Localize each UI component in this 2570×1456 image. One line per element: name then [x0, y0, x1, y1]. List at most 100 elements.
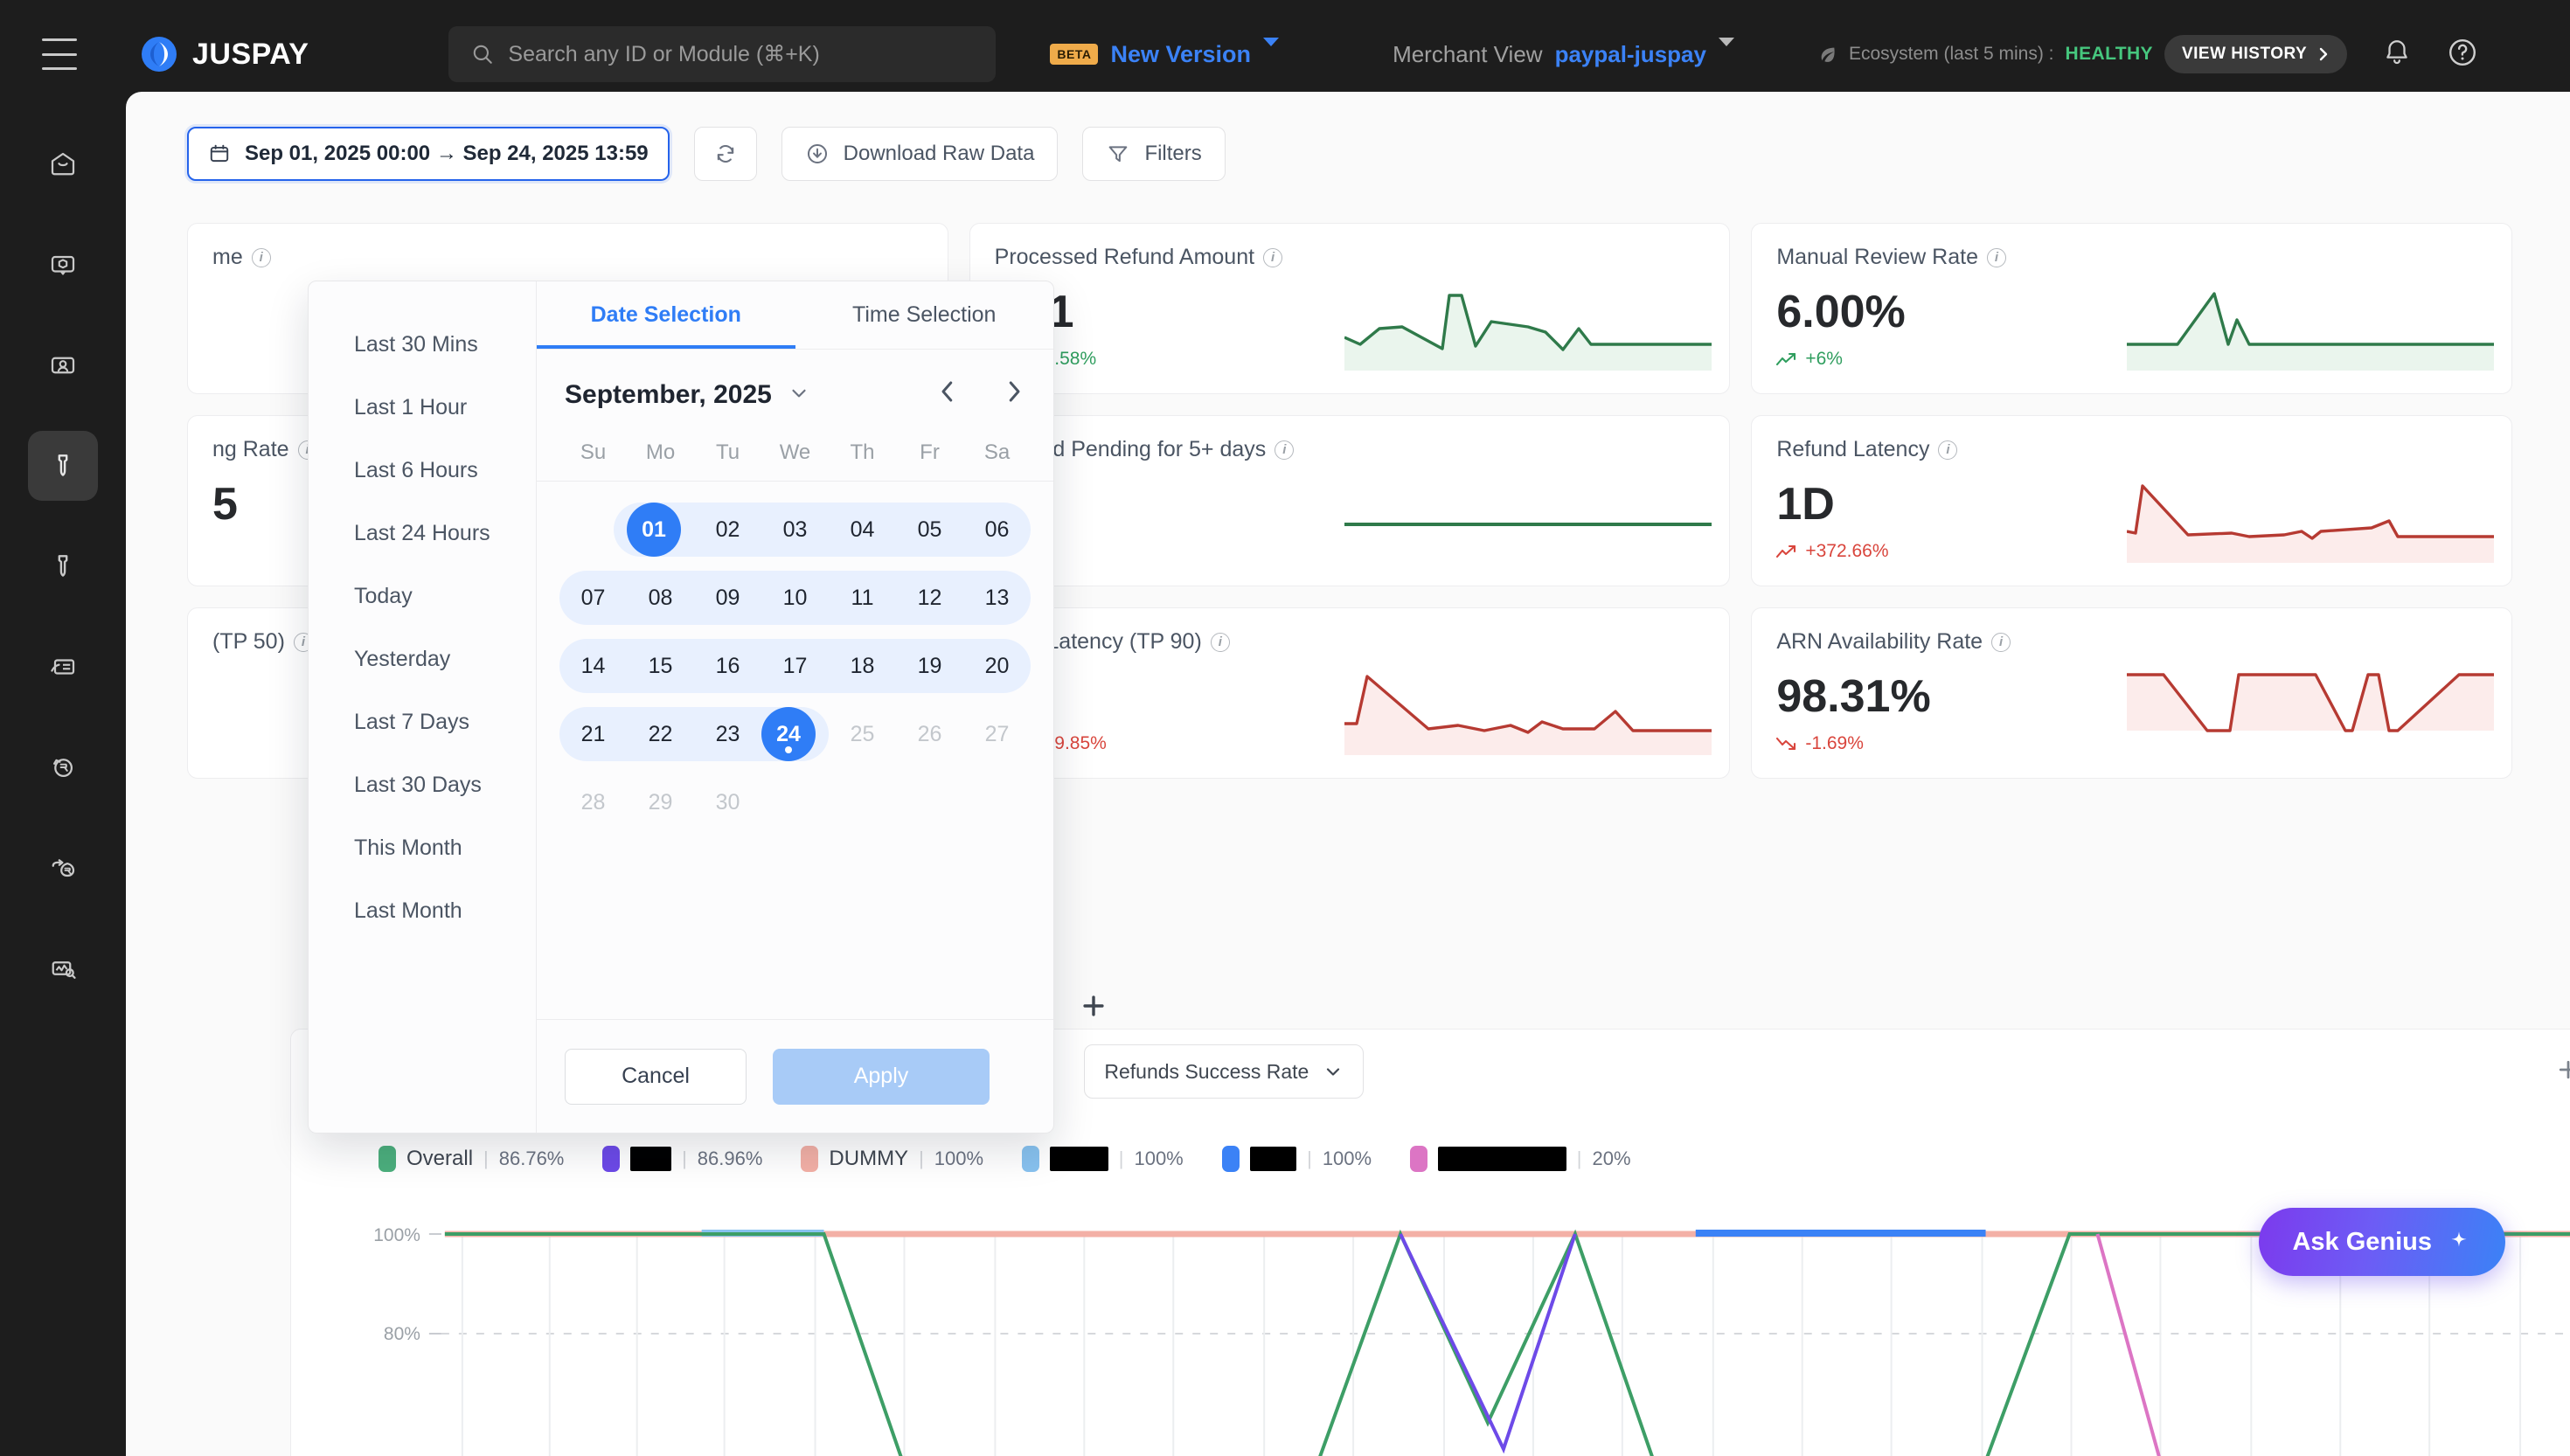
preset-today[interactable]: Today: [354, 583, 413, 608]
calendar-day[interactable]: 17: [782, 653, 808, 678]
kpi-card[interactable]: Refund Pending for 5+ days i 0: [969, 415, 1731, 586]
brand-name: JUSPAY: [192, 37, 309, 71]
preset-this-month[interactable]: This Month: [354, 835, 462, 860]
apply-button[interactable]: Apply: [773, 1048, 990, 1105]
info-icon[interactable]: i: [1275, 440, 1295, 460]
weekday-tu: Tu: [715, 440, 740, 464]
info-icon[interactable]: i: [1938, 440, 1958, 460]
analytics-search-icon: [52, 961, 76, 979]
menu-icon[interactable]: [42, 38, 77, 70]
search-input[interactable]: Search any ID or Module (⌘+K): [448, 26, 997, 82]
preset-last-7-days[interactable]: Last 7 Days: [354, 709, 470, 734]
preset-last-1-hour[interactable]: Last 1 Hour: [354, 394, 468, 419]
legend-item[interactable]: DUMMY | 100%: [801, 1146, 983, 1172]
add-icon[interactable]: [1079, 991, 1108, 1025]
kpi-card[interactable]: Refund Latency i 1D +372.66%: [1751, 415, 2512, 586]
metric-label: Refunds Success Rate: [1104, 1059, 1309, 1083]
tab-date-selection[interactable]: Date Selection: [537, 281, 795, 349]
sidebar-item-analytics[interactable]: [28, 933, 98, 1003]
preset-yesterday[interactable]: Yesterday: [354, 646, 451, 671]
kpi-card[interactable]: ARN Availability Rate i 98.31% -1.69%: [1751, 607, 2512, 779]
kpi-card[interactable]: ARN Latency (TP 90) i 4D +699.85%: [969, 607, 1731, 779]
sidebar-item-disputes[interactable]: [28, 531, 98, 601]
preset-last-30-days[interactable]: Last 30 Days: [354, 772, 482, 797]
download-raw-data-button[interactable]: Download Raw Data: [781, 127, 1059, 181]
view-history-button[interactable]: VIEW HISTORY: [2164, 35, 2348, 73]
info-icon[interactable]: i: [251, 247, 271, 267]
y-tick-label-80: 80%: [384, 1324, 420, 1344]
prev-month-icon[interactable]: [936, 378, 959, 412]
kpi-sparkline: [2127, 292, 2494, 371]
legend-value: 20%: [1592, 1147, 1631, 1169]
calendar-grid: 01 02 03 04 05 06 07 08 09 10 11 12 13: [537, 482, 1053, 836]
info-icon[interactable]: i: [1987, 247, 2006, 267]
sidebar-item-refund-money[interactable]: [28, 732, 98, 802]
calendar-day-disabled: 27: [984, 721, 1010, 746]
sidebar-item-home[interactable]: [28, 129, 98, 199]
calendar-day[interactable]: 18: [850, 653, 875, 678]
calendar-day[interactable]: 15: [648, 653, 673, 678]
calendar-day[interactable]: 19: [917, 653, 942, 678]
merchant-selector[interactable]: Merchant View paypal-juspay: [1393, 38, 1734, 68]
calendar-day[interactable]: 22: [648, 721, 673, 746]
calendar-day[interactable]: 09: [715, 585, 740, 610]
calendar-day-selected-start[interactable]: 01: [627, 503, 681, 557]
calendar-day[interactable]: 21: [580, 721, 606, 746]
preset-last-6-hours[interactable]: Last 6 Hours: [354, 457, 478, 482]
calendar-day-empty: [963, 775, 1031, 829]
preset-last-month[interactable]: Last Month: [354, 898, 462, 923]
sidebar-item-payouts[interactable]: [28, 833, 98, 903]
preset-last-24-hours[interactable]: Last 24 Hours: [354, 520, 490, 545]
legend-item[interactable]: Overall | 86.76%: [379, 1146, 564, 1172]
calendar-day-selected-end[interactable]: 24: [761, 707, 816, 761]
legend-item[interactable]: | 100%: [1022, 1146, 1184, 1172]
calendar-day[interactable]: 23: [715, 721, 740, 746]
brand-logo[interactable]: JUSPAY: [140, 35, 309, 73]
legend-item[interactable]: | 100%: [1221, 1146, 1372, 1172]
calendar-day[interactable]: 20: [984, 653, 1010, 678]
kpi-card[interactable]: Manual Review Rate i 6.00% +6%: [1751, 223, 2512, 394]
sidebar-item-reports[interactable]: [28, 632, 98, 702]
sidebar-item-customers[interactable]: [28, 330, 98, 400]
calendar-day[interactable]: 07: [580, 585, 606, 610]
legend-item[interactable]: | 20%: [1410, 1146, 1631, 1172]
calendar-day[interactable]: 13: [984, 585, 1010, 610]
calendar-day[interactable]: 12: [917, 585, 942, 610]
date-range-picker-button[interactable]: Sep 01, 2025 00:00 → Sep 24, 2025 13:59: [187, 127, 670, 181]
info-icon[interactable]: i: [1210, 632, 1230, 652]
kpi-delta: +6%: [1776, 349, 2487, 370]
help-icon[interactable]: [2447, 37, 2478, 73]
notifications-bell-icon[interactable]: [2382, 38, 2412, 72]
legend-label: DUMMY: [829, 1147, 909, 1170]
preset-range-list: Last 30 Mins Last 1 Hour Last 6 Hours La…: [309, 281, 536, 1133]
weekday-su: Su: [580, 440, 607, 464]
calendar-day[interactable]: 16: [715, 653, 740, 678]
refresh-button[interactable]: [693, 127, 757, 181]
cancel-button[interactable]: Cancel: [565, 1048, 747, 1105]
calendar-day[interactable]: 05: [917, 517, 942, 542]
calendar-day[interactable]: 10: [782, 585, 808, 610]
info-icon[interactable]: i: [1263, 247, 1283, 267]
metric-selector[interactable]: Refunds Success Rate: [1084, 1044, 1365, 1099]
calendar-day[interactable]: 03: [782, 517, 808, 542]
sidebar-item-orders[interactable]: [28, 230, 98, 300]
chevron-down-icon[interactable]: [788, 381, 810, 409]
kpi-card[interactable]: Processed Refund Amount i ₹61 +67.58%: [969, 223, 1731, 394]
next-month-icon[interactable]: [1003, 378, 1025, 412]
info-icon[interactable]: i: [1991, 632, 2011, 652]
preset-last-30-mins[interactable]: Last 30 Mins: [354, 331, 478, 357]
filters-button[interactable]: Filters: [1082, 127, 1226, 181]
calendar-day[interactable]: 11: [851, 585, 874, 610]
top-bar: JUSPAY Search any ID or Module (⌘+K) BET…: [0, 0, 2570, 108]
calendar-day[interactable]: 02: [715, 517, 740, 542]
tab-time-selection[interactable]: Time Selection: [852, 302, 997, 327]
sidebar-item-refunds-active[interactable]: [28, 431, 98, 501]
calendar-day[interactable]: 08: [648, 585, 673, 610]
calendar-day[interactable]: 14: [580, 653, 606, 678]
ask-genius-button[interactable]: Ask Genius: [2259, 1208, 2505, 1276]
calendar-day[interactable]: 06: [984, 517, 1010, 542]
legend-item[interactable]: | 86.96%: [602, 1146, 762, 1172]
calendar-day[interactable]: 04: [850, 517, 875, 542]
add-chart-icon[interactable]: [2555, 1057, 2570, 1087]
new-version-switcher[interactable]: BETA New Version: [1050, 38, 1280, 68]
